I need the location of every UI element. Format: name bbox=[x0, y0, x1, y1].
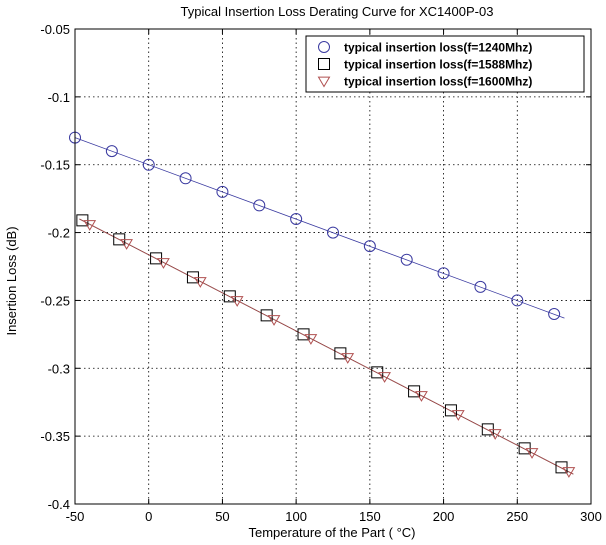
data-point-series-3 bbox=[488, 429, 502, 440]
data-point-series-3 bbox=[83, 220, 97, 231]
data-point-series-3 bbox=[304, 334, 318, 345]
x-tick-label: 250 bbox=[506, 509, 528, 524]
y-tick-label: -0.3 bbox=[48, 361, 70, 376]
y-tick-label: -0.2 bbox=[48, 226, 70, 241]
legend-marker-3 bbox=[317, 76, 331, 88]
legend-marker-2 bbox=[318, 58, 330, 70]
grid bbox=[75, 29, 591, 504]
data-point-series-3 bbox=[120, 239, 133, 250]
data-point-series-1 bbox=[290, 213, 303, 225]
data-point-series-3 bbox=[415, 391, 428, 402]
data-point-series-1 bbox=[400, 253, 413, 266]
data-point-series-1 bbox=[363, 240, 376, 253]
data-point-series-1 bbox=[142, 158, 155, 171]
y-tick-label: -0.1 bbox=[48, 90, 70, 105]
data-point-series-1 bbox=[474, 280, 487, 293]
x-tick-label: 0 bbox=[145, 509, 152, 524]
x-tick-label: -50 bbox=[66, 509, 85, 524]
legend-label-2: typical insertion loss(f=1588Mhz) bbox=[344, 58, 532, 72]
x-tick-label: 50 bbox=[215, 509, 229, 524]
data-point-series-3 bbox=[378, 372, 391, 383]
y-tick-label: -0.25 bbox=[40, 293, 70, 308]
data-point-series-3 bbox=[562, 467, 576, 478]
axis-ticks: -50 0 50 100 150 200 250 300 -0.05 -0.1 -0.15 -0.2 -… bbox=[40, 22, 601, 524]
data-point-series-3 bbox=[525, 448, 539, 459]
legend-marker-1 bbox=[318, 41, 330, 53]
data-point-series-3 bbox=[230, 296, 244, 307]
data-point-series-1 bbox=[105, 145, 118, 158]
x-tick-label: 150 bbox=[359, 509, 381, 524]
legend-box bbox=[305, 35, 585, 93]
y-axis-title: Insertion Loss (dB) bbox=[4, 226, 19, 335]
x-tick-label: 200 bbox=[433, 509, 455, 524]
series-lines bbox=[74, 137, 574, 475]
data-point-series-1 bbox=[548, 308, 561, 320]
chart-title: Typical Insertion Loss Derating Curve fo… bbox=[181, 4, 494, 19]
data-point-series-3 bbox=[451, 410, 465, 421]
y-tick-label: -0.35 bbox=[40, 429, 70, 444]
legend-label-1: typical insertion loss(f=1240Mhz) bbox=[344, 41, 532, 55]
data-point-series-3 bbox=[341, 353, 355, 364]
series-line-3 bbox=[79, 218, 574, 475]
data-point-series-1 bbox=[179, 172, 192, 185]
x-tick-label: 300 bbox=[580, 509, 602, 524]
data-point-series-1 bbox=[437, 267, 450, 280]
x-tick-label: 100 bbox=[285, 509, 307, 524]
data-point-series-1 bbox=[216, 185, 229, 198]
data-point-series-3 bbox=[267, 315, 281, 326]
legend: typical insertion loss(f=1240Mhz) typical… bbox=[305, 35, 585, 93]
x-axis-title: Temperature of the Part ( °C) bbox=[248, 525, 415, 540]
plot-frame bbox=[74, 28, 592, 505]
y-tick-label: -0.05 bbox=[40, 22, 70, 37]
data-point-series-1 bbox=[511, 294, 524, 307]
data-point-series-3 bbox=[157, 258, 170, 269]
data-point-series-1 bbox=[327, 226, 339, 239]
data-markers bbox=[69, 131, 576, 478]
y-tick-label: -0.4 bbox=[48, 497, 70, 512]
data-point-series-3 bbox=[193, 277, 207, 288]
data-point-series-1 bbox=[253, 199, 266, 212]
y-tick-label: -0.15 bbox=[40, 158, 70, 173]
series-line-1 bbox=[74, 137, 565, 319]
legend-label-3: typical insertion loss(f=1600Mhz) bbox=[344, 75, 532, 89]
